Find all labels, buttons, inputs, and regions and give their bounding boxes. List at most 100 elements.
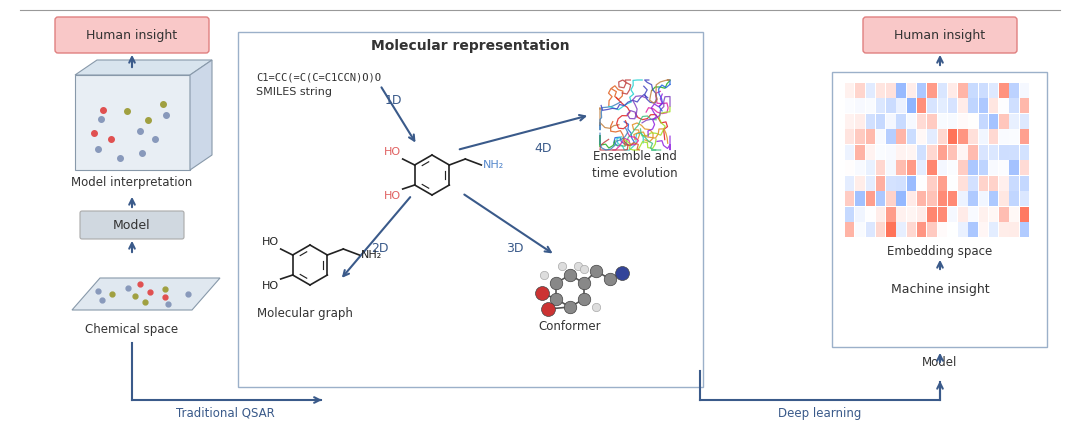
Bar [896,145,906,159]
Bar [989,191,998,206]
Bar [917,145,927,159]
Bar [865,129,875,144]
Bar [989,160,998,175]
Bar [876,222,886,237]
Bar [969,114,977,128]
Bar [999,98,1009,113]
Text: 4D: 4D [535,142,552,155]
Bar [855,207,865,221]
Bar [937,222,947,237]
Text: 1D: 1D [384,94,402,107]
Polygon shape [75,60,212,75]
Text: 2D: 2D [372,241,389,255]
Bar [1020,176,1029,190]
Bar [928,222,936,237]
FancyBboxPatch shape [868,276,1012,304]
Bar [865,207,875,221]
FancyBboxPatch shape [863,17,1017,53]
Bar [896,98,906,113]
Bar [958,191,968,206]
Bar [845,176,854,190]
Bar [989,129,998,144]
Bar [978,83,988,97]
Text: Human insight: Human insight [894,28,986,42]
Bar [907,83,916,97]
Bar [989,83,998,97]
Bar [1010,160,1018,175]
Bar [999,83,1009,97]
Bar [886,129,895,144]
Bar [845,145,854,159]
Bar [1020,98,1029,113]
Bar [907,160,916,175]
Bar [978,160,988,175]
Bar [948,98,957,113]
Bar [1010,114,1018,128]
Bar [978,176,988,190]
Bar [1020,207,1029,221]
Bar [896,83,906,97]
Bar [865,145,875,159]
Bar [886,114,895,128]
Bar [845,222,854,237]
Bar [907,129,916,144]
Bar [865,160,875,175]
Bar [969,129,977,144]
Bar [937,98,947,113]
Bar [999,222,1009,237]
Bar [907,145,916,159]
Bar [999,160,1009,175]
Bar [917,191,927,206]
Bar [855,114,865,128]
Text: HO: HO [383,147,401,157]
Bar [948,191,957,206]
Bar [845,207,854,221]
Bar [958,222,968,237]
Bar [989,98,998,113]
Bar [999,207,1009,221]
Bar [989,207,998,221]
Bar [978,98,988,113]
Bar [928,114,936,128]
Bar [937,83,947,97]
Bar [876,83,886,97]
Bar [1010,83,1018,97]
Bar [1020,83,1029,97]
Bar [1010,129,1018,144]
Bar [845,83,854,97]
FancyBboxPatch shape [80,211,184,239]
Bar [969,145,977,159]
Text: C1=CC(=C(C=C1CCN)O)O: C1=CC(=C(C=C1CCN)O)O [256,72,381,82]
Bar [917,207,927,221]
Bar [865,83,875,97]
Bar [969,176,977,190]
Bar [978,222,988,237]
Bar [999,129,1009,144]
Bar [917,98,927,113]
Bar [937,145,947,159]
Bar [978,191,988,206]
Bar [958,207,968,221]
Bar [928,83,936,97]
Bar [865,176,875,190]
Bar [1010,222,1018,237]
Bar [886,222,895,237]
Bar [948,207,957,221]
Bar [876,98,886,113]
Bar [896,114,906,128]
Bar [917,222,927,237]
Bar [917,114,927,128]
Bar [937,129,947,144]
Bar [845,160,854,175]
Bar [989,114,998,128]
Bar [917,160,927,175]
Bar [855,98,865,113]
Bar [845,129,854,144]
Bar [855,160,865,175]
Bar [865,98,875,113]
Text: Ensemble and
time evolution: Ensemble and time evolution [592,150,678,180]
Bar [907,191,916,206]
Bar [886,98,895,113]
Bar [845,98,854,113]
Bar [937,176,947,190]
